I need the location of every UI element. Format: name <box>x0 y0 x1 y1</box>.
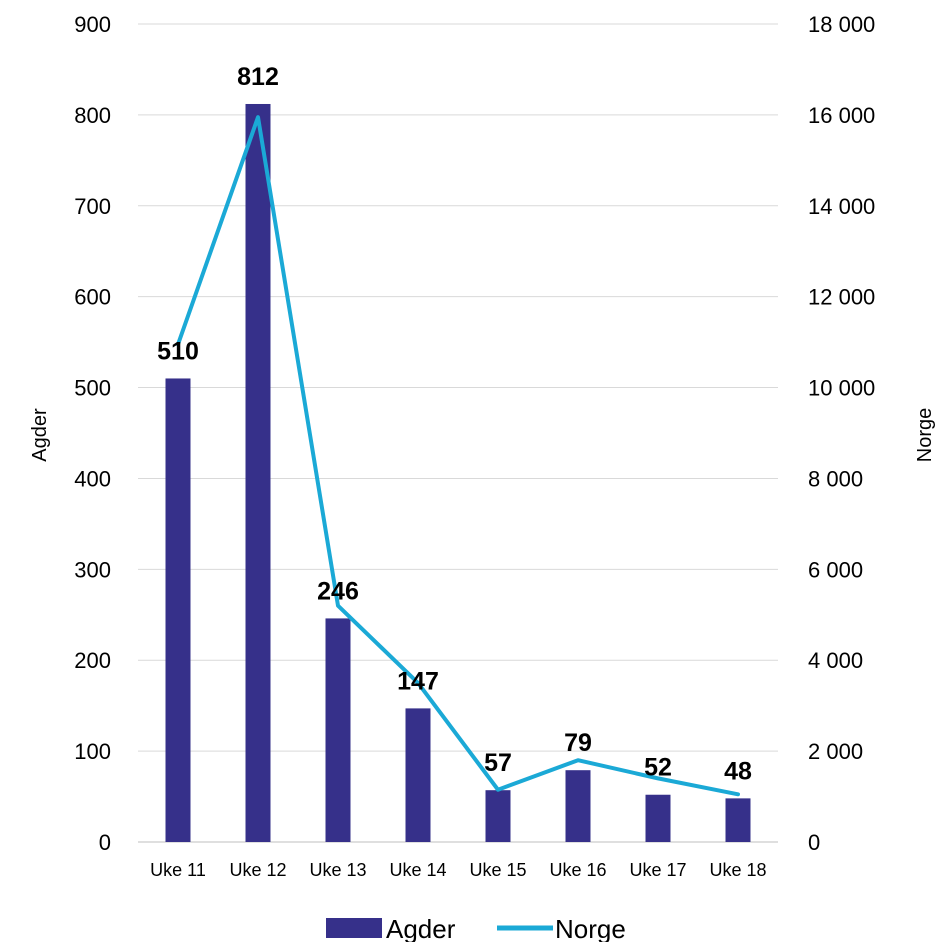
category-labels: Uke 11 Uke 12 Uke 13 Uke 14 Uke 15 Uke 16 Uke … <box>150 860 766 880</box>
bar-agder <box>245 103 271 842</box>
line-norge <box>176 115 740 797</box>
left-axis-title: Agder <box>29 408 51 462</box>
category-label: Uke 14 <box>389 860 446 880</box>
left-tick-label: 800 <box>74 103 111 128</box>
legend: Agder Norge <box>326 914 626 942</box>
right-tick-label: 6 000 <box>808 557 863 582</box>
data-label: 147 <box>397 667 439 695</box>
right-tick-label: 14 000 <box>808 194 875 219</box>
legend-swatch-agder <box>326 918 382 938</box>
data-label: 52 <box>644 754 672 782</box>
right-tick-label: 0 <box>808 830 820 855</box>
legend-label-norge: Norge <box>555 914 626 942</box>
category-label: Uke 18 <box>709 860 766 880</box>
left-axis-ticks: 0 100 200 300 400 500 600 700 800 900 <box>74 12 111 855</box>
left-tick-label: 900 <box>74 12 111 37</box>
left-tick-label: 500 <box>74 376 111 401</box>
category-label: Uke 16 <box>549 860 606 880</box>
category-label: Uke 17 <box>629 860 686 880</box>
line-series-norge <box>176 115 740 797</box>
right-tick-label: 12 000 <box>808 285 875 310</box>
category-label: Uke 13 <box>309 860 366 880</box>
right-axis-ticks: 0 2 000 4 000 6 000 8 000 10 000 12 000 14 000 1… <box>808 12 875 855</box>
left-tick-label: 200 <box>74 648 111 673</box>
data-labels: 510 812 246 147 57 79 52 48 <box>157 63 752 785</box>
bar-agder <box>565 770 591 842</box>
right-axis-title: Norge <box>914 408 936 462</box>
right-tick-label: 8 000 <box>808 466 863 491</box>
left-tick-label: 300 <box>74 557 111 582</box>
bar-agder <box>725 798 751 842</box>
legend-label-agder: Agder <box>386 914 456 942</box>
bar-agder <box>325 618 351 842</box>
bars-agder <box>165 103 751 842</box>
right-tick-label: 2 000 <box>808 739 863 764</box>
left-tick-label: 400 <box>74 466 111 491</box>
data-label: 48 <box>724 757 752 785</box>
category-label: Uke 12 <box>229 860 286 880</box>
right-tick-label: 18 000 <box>808 12 875 37</box>
left-tick-label: 700 <box>74 194 111 219</box>
category-label: Uke 11 <box>150 860 206 880</box>
left-tick-label: 0 <box>99 830 111 855</box>
left-tick-label: 100 <box>74 739 111 764</box>
right-tick-label: 10 000 <box>808 376 875 401</box>
right-tick-label: 16 000 <box>808 103 875 128</box>
data-label: 57 <box>484 749 512 777</box>
gridlines <box>138 23 778 843</box>
data-label: 812 <box>237 63 279 91</box>
bar-agder <box>645 794 671 842</box>
bar-agder <box>485 790 511 842</box>
bar-agder <box>165 378 191 842</box>
data-label: 79 <box>564 729 592 757</box>
left-tick-label: 600 <box>74 285 111 310</box>
bar-agder <box>405 708 431 842</box>
right-tick-label: 4 000 <box>808 648 863 673</box>
category-label: Uke 15 <box>469 860 526 880</box>
data-label: 510 <box>157 337 199 365</box>
data-label: 246 <box>317 577 359 605</box>
